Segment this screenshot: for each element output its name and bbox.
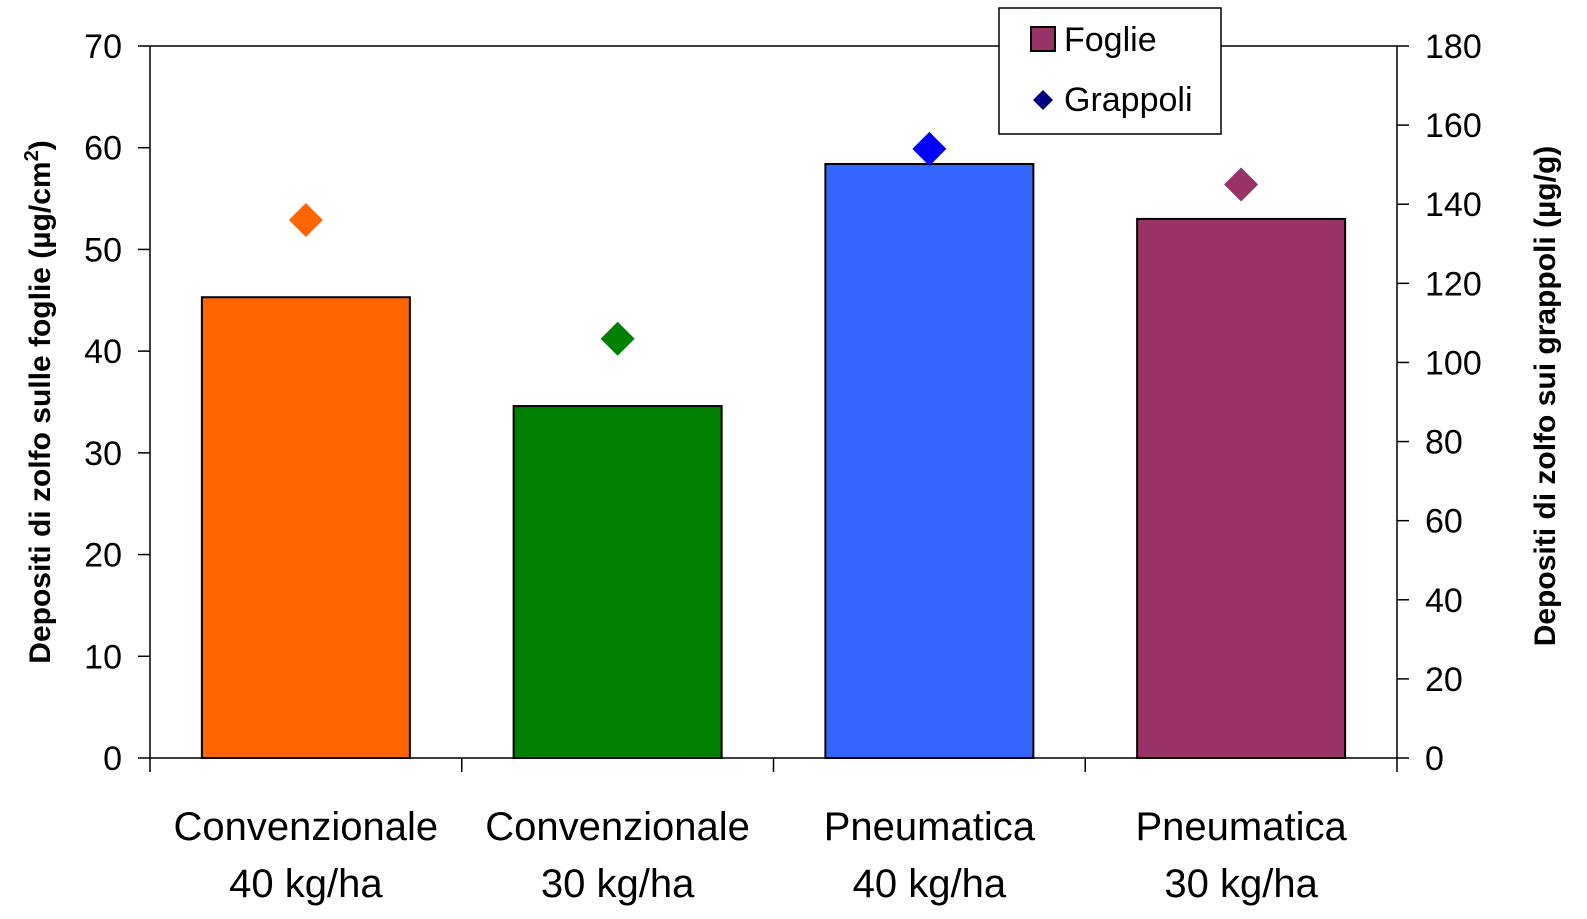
- y-axis-right-title: Depositi di zolfo sui grappoli (µg/g): [1529, 146, 1562, 647]
- bar: [1136, 217, 1347, 759]
- category-label: 30 kg/ha: [541, 862, 695, 906]
- y-right-tick-label: 100: [1425, 344, 1482, 382]
- category-label: Convenzionale: [485, 805, 750, 849]
- diamond-marker: [288, 203, 323, 238]
- category-labels: Convenzionale 40 kg/ha Convenzionale 30 kg/…: [174, 805, 1348, 906]
- bar: [824, 162, 1035, 759]
- y-left-tick-label: 30: [84, 435, 122, 473]
- diamond-marker: [600, 321, 635, 356]
- legend-swatch-grappoli: [1033, 90, 1053, 110]
- category-label: 40 kg/ha: [229, 862, 383, 906]
- y-right-tick-label: 80: [1425, 424, 1463, 462]
- y-left-tick-label: 0: [103, 740, 122, 778]
- y-right-tick-label: 60: [1425, 503, 1463, 541]
- y-axis-left-title: Depositi di zolfo sulle foglie (µg/cm2): [21, 140, 57, 663]
- category-label: 40 kg/ha: [853, 862, 1007, 906]
- legend: Foglie Grappoli: [998, 7, 1222, 135]
- category-label: Pneumatica: [824, 805, 1036, 849]
- bars: [200, 162, 1347, 759]
- y-left-tick-label: 10: [84, 638, 122, 676]
- bar: [512, 405, 723, 759]
- y-left-tick-label: 40: [84, 333, 122, 371]
- y-right-tick-label: 180: [1425, 28, 1482, 66]
- y-right-tick-label: 120: [1425, 265, 1482, 303]
- y-right-tick-label: 20: [1425, 661, 1463, 699]
- y-left-tick-label: 20: [84, 537, 122, 575]
- y-right-tick-label: 140: [1425, 186, 1482, 224]
- y-right-tick-label: 160: [1425, 107, 1482, 145]
- tick-labels: 0 10 20 30 40 50 60 70 0 20 40 60 80 100 120 140 160 180: [84, 28, 1482, 778]
- diamond-marker: [912, 131, 947, 166]
- y-left-tick-label: 50: [84, 231, 122, 269]
- markers: [288, 131, 1259, 356]
- y-right-tick-label: 40: [1425, 582, 1463, 620]
- y-right-tick-label: 0: [1425, 740, 1444, 778]
- category-label: Convenzionale: [174, 805, 439, 849]
- y-left-tick-label: 60: [84, 130, 122, 168]
- legend-label-grappoli: Grappoli: [1064, 81, 1193, 119]
- category-label: Pneumatica: [1136, 805, 1348, 849]
- bar: [200, 296, 411, 759]
- legend-swatch-foglie: [1030, 26, 1056, 52]
- legend-label-foglie: Foglie: [1064, 21, 1157, 59]
- category-label: 30 kg/ha: [1164, 862, 1318, 906]
- diamond-marker: [1224, 167, 1259, 202]
- y-left-tick-label: 70: [84, 28, 122, 66]
